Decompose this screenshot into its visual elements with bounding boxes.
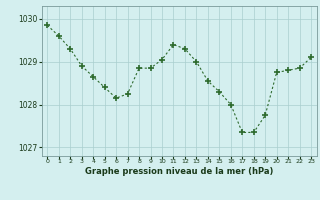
X-axis label: Graphe pression niveau de la mer (hPa): Graphe pression niveau de la mer (hPa)	[85, 167, 273, 176]
